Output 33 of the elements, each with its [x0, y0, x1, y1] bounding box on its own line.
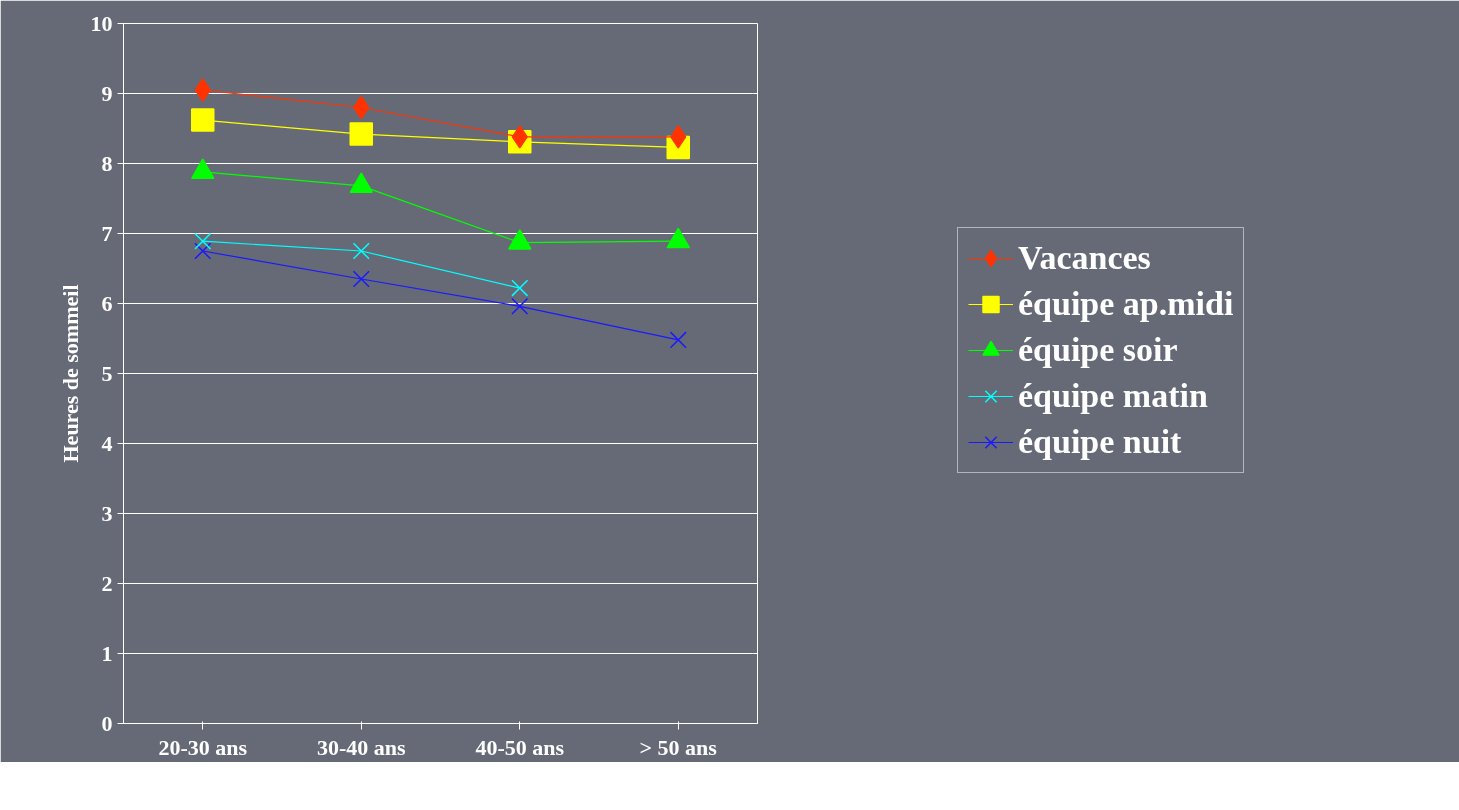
point: [352, 242, 370, 260]
legend-label: Vacances: [1018, 239, 1151, 277]
x-tick-label: 30-40 ans: [316, 734, 406, 760]
point: [349, 122, 373, 146]
point: [511, 279, 529, 297]
y-tick-label: 5: [101, 360, 113, 386]
y-tick-label: 7: [101, 220, 113, 246]
x-tick-label: 20-30 ans: [158, 734, 248, 760]
y-tick-label: 3: [101, 500, 113, 526]
legend-label: équipe nuit: [1018, 423, 1182, 461]
point: [669, 331, 687, 349]
point: [194, 78, 211, 102]
y-tick-label: 0: [101, 710, 113, 736]
point: [191, 108, 215, 132]
y-tick-label: 4: [101, 430, 113, 456]
y-tick-label: 2: [101, 570, 113, 596]
y-axis-title: Heures de sommeil: [57, 284, 83, 463]
x-tick-label: 40-50 ans: [475, 734, 565, 760]
y-tick-label: 8: [101, 150, 113, 176]
y-tick-label: 9: [101, 80, 113, 106]
y-tick-label: 10: [90, 10, 113, 36]
point: [670, 125, 687, 149]
point: [511, 125, 528, 149]
point: [511, 297, 529, 315]
x-tick-label: > 50 ans: [639, 734, 718, 760]
legend-label: équipe matin: [1018, 377, 1208, 415]
legend-label: équipe soir: [1018, 331, 1178, 369]
point: [194, 232, 212, 250]
y-tick-label: 1: [101, 640, 113, 666]
point: [194, 242, 212, 260]
point: [352, 270, 370, 288]
legend-label: équipe ap.midi: [1018, 285, 1234, 323]
y-tick-label: 6: [101, 290, 113, 316]
